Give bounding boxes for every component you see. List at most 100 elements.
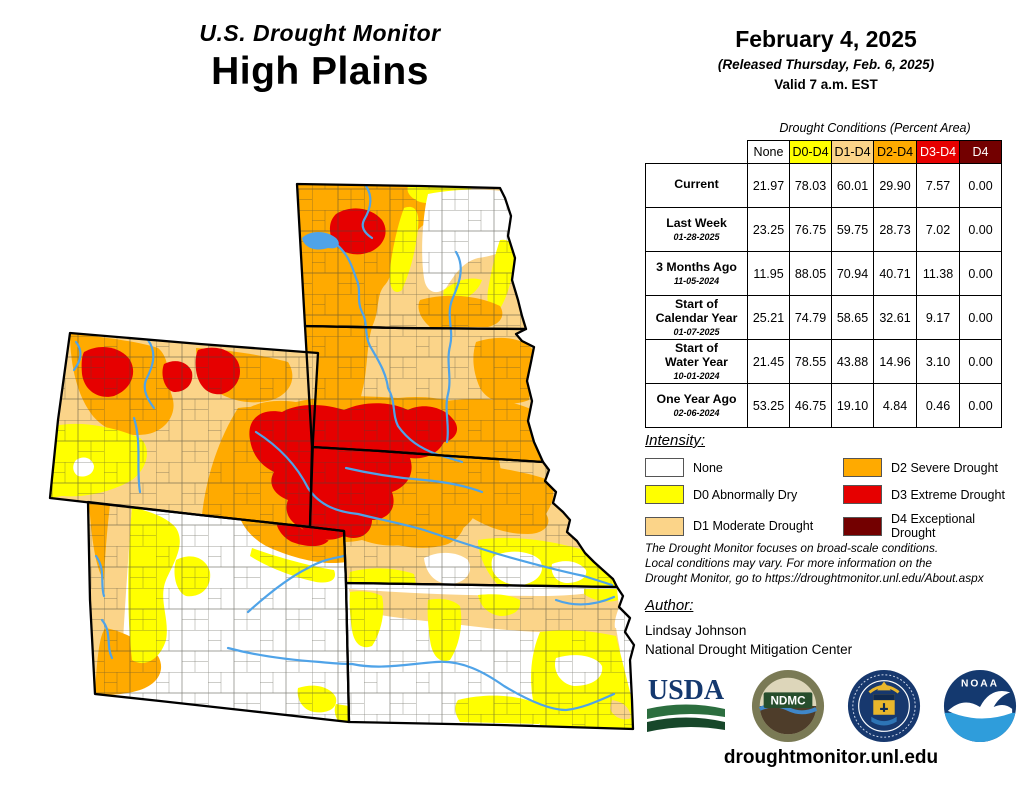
noaa-gull-icon — [947, 691, 1013, 719]
swatch-d4 — [843, 516, 882, 536]
value-cell: 0.00 — [959, 163, 1002, 208]
value-cell: 0.00 — [959, 383, 1002, 428]
value-cell: 7.02 — [916, 207, 960, 252]
value-cell: 0.46 — [916, 383, 960, 428]
row-label-start-water-year: Start of Water Year 10-01-2024 — [645, 339, 748, 384]
table-row: One Year Ago 02-06-2024 53.25 46.75 19.10… — [645, 383, 1002, 428]
value-cell: 11.38 — [916, 251, 960, 296]
agency-logos: USDA NDMC NOAA — [642, 668, 1018, 744]
table-row: Last Week 01-28-2025 23.25 76.75 59.75 28… — [645, 207, 1002, 252]
svg-text:USDA: USDA — [648, 675, 725, 706]
author-block: Author: Lindsay Johnson National Drought… — [645, 597, 1017, 657]
swatch-d3 — [843, 485, 882, 504]
table-row: 3 Months Ago 11-05-2024 11.95 88.05 70.94… — [645, 251, 1002, 296]
rivers — [72, 184, 616, 712]
row-label-one-year-ago: One Year Ago 02-06-2024 — [645, 383, 748, 428]
row-label-last-week: Last Week 01-28-2025 — [645, 207, 748, 252]
legend-item-d2: D2 Severe Drought — [843, 458, 1017, 477]
table-header-row: None D0-D4 D1-D4 D2-D4 D3-D4 D4 — [645, 140, 1002, 164]
released-date: (Released Thursday, Feb. 6, 2025) — [717, 57, 935, 72]
svg-text:NDMC: NDMC — [770, 695, 806, 708]
legend-item-none: None — [645, 458, 843, 477]
disclaimer-text: The Drought Monitor focuses on broad-sca… — [645, 541, 984, 586]
missouri-river — [305, 235, 464, 464]
swatch-none — [645, 458, 684, 477]
platte-river — [254, 430, 614, 587]
row-label-current: Current — [645, 163, 748, 208]
map-title-block: U.S. Drought Monitor High Plains — [40, 20, 600, 94]
value-cell: 88.05 — [789, 251, 832, 296]
swatch-d0 — [645, 485, 684, 504]
table-row: Current 21.97 78.03 60.01 29.90 7.57 0.0… — [645, 163, 1002, 208]
niobrara-river — [344, 466, 484, 494]
row-label-start-calendar-year: Start of Calendar Year 01-07-2025 — [645, 295, 748, 340]
value-cell: 11.95 — [747, 251, 790, 296]
value-cell: 0.00 — [959, 207, 1002, 252]
noaa-logo: NOAA — [943, 669, 1017, 743]
value-cell: 53.25 — [747, 383, 790, 428]
value-cell: 28.73 — [873, 207, 917, 252]
value-cell: 59.75 — [831, 207, 874, 252]
value-cell: 43.88 — [831, 339, 874, 384]
value-cell: 4.84 — [873, 383, 917, 428]
region-title: High Plains — [211, 50, 429, 93]
value-cell: 9.17 — [916, 295, 960, 340]
james-river — [445, 250, 462, 444]
value-cell: 25.21 — [747, 295, 790, 340]
value-cell: 40.71 — [873, 251, 917, 296]
value-cell: 70.94 — [831, 251, 874, 296]
author-org: National Drought Mitigation Center — [645, 642, 853, 657]
drought-conditions-table: None D0-D4 D1-D4 D2-D4 D3-D4 D4 Current … — [645, 140, 1002, 428]
value-cell: 3.10 — [916, 339, 960, 384]
value-cell: 0.00 — [959, 295, 1002, 340]
legend-item-d3: D3 Extreme Drought — [843, 485, 1017, 504]
value-cell: 78.55 — [789, 339, 832, 384]
col-d3-d4: D3-D4 — [916, 140, 960, 164]
value-cell: 46.75 — [789, 383, 832, 428]
value-cell: 21.45 — [747, 339, 790, 384]
ndmc-logo: NDMC — [751, 669, 825, 743]
col-d0-d4: D0-D4 — [789, 140, 832, 164]
value-cell: 0.00 — [959, 339, 1002, 384]
value-cell: 7.57 — [916, 163, 960, 208]
table-row: Start of Water Year 10-01-2024 21.45 78.5… — [645, 339, 1002, 384]
legend-item-d4: D4 Exceptional Drought — [843, 512, 1017, 540]
lake-sakakawea — [302, 232, 339, 250]
kansas-river — [554, 595, 616, 606]
author-heading: Author: — [645, 597, 694, 614]
swatch-d1 — [645, 516, 684, 536]
value-cell: 58.65 — [831, 295, 874, 340]
legend-item-d1: D1 Moderate Drought — [645, 512, 843, 540]
corner-cell — [645, 140, 748, 164]
value-cell: 21.97 — [747, 163, 790, 208]
swatch-d2 — [843, 458, 882, 477]
date-block: February 4, 2025 (Released Thursday, Feb… — [640, 26, 1012, 92]
arkansas-river — [226, 646, 616, 712]
commerce-seal-logo — [847, 669, 921, 743]
author-name: Lindsay Johnson — [645, 623, 747, 638]
value-cell: 0.00 — [959, 251, 1002, 296]
usdm-title: U.S. Drought Monitor — [199, 20, 441, 46]
drought-map — [48, 182, 636, 731]
valid-time: Valid 7 a.m. EST — [774, 77, 878, 92]
anchor-icon — [880, 703, 888, 712]
usda-logo: USDA — [647, 675, 725, 732]
value-cell: 78.03 — [789, 163, 832, 208]
col-d2-d4: D2-D4 — [873, 140, 917, 164]
site-url: droughtmonitor.unl.edu — [723, 747, 939, 768]
legend-title: Intensity: — [645, 432, 706, 449]
svg-text:NOAA: NOAA — [961, 679, 999, 690]
value-cell: 29.90 — [873, 163, 917, 208]
value-cell: 19.10 — [831, 383, 874, 428]
table-row: Start of Calendar Year 01-07-2025 25.21 7… — [645, 295, 1002, 340]
col-d4: D4 — [959, 140, 1002, 164]
col-d1-d4: D1-D4 — [831, 140, 874, 164]
usda-swoosh-icon — [647, 704, 725, 719]
value-cell: 23.25 — [747, 207, 790, 252]
row-label-3-months-ago: 3 Months Ago 11-05-2024 — [645, 251, 748, 296]
value-cell: 32.61 — [873, 295, 917, 340]
col-none: None — [747, 140, 790, 164]
table-caption: Drought Conditions (Percent Area) — [779, 121, 971, 135]
value-cell: 76.75 — [789, 207, 832, 252]
value-cell: 14.96 — [873, 339, 917, 384]
